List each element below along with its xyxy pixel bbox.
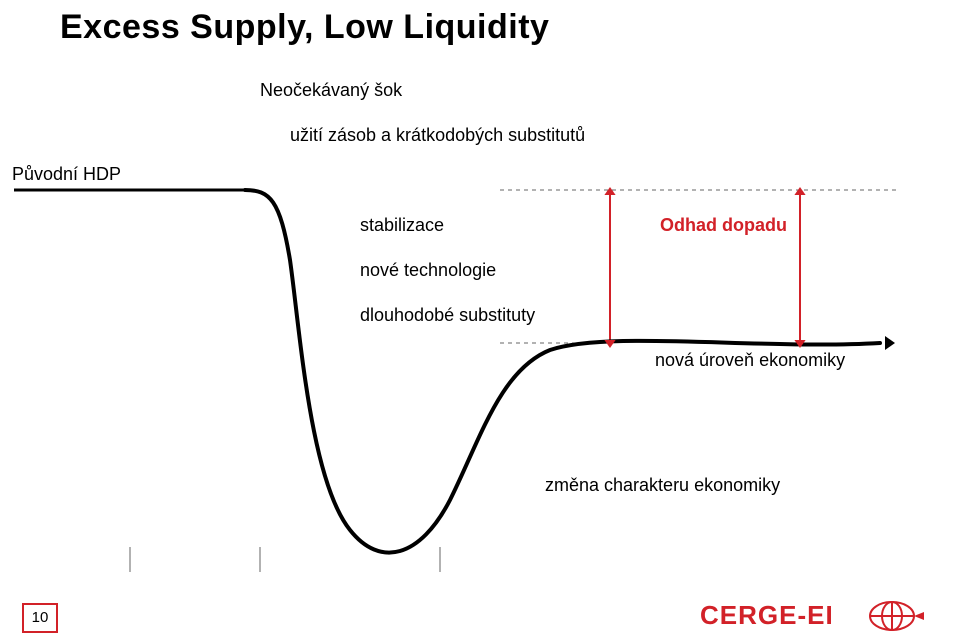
slide: Excess Supply, Low Liquidity Neočekávaný… [0, 0, 960, 644]
label-stabilization: stabilizace [360, 215, 444, 236]
label-change: změna charakteru ekonomiky [545, 475, 780, 496]
label-impact: Odhad dopadu [660, 215, 787, 236]
label-longsubs: dlouhodobé substituty [360, 305, 535, 326]
label-newtech: nové technologie [360, 260, 496, 281]
label-shock: Neočekávaný šok [260, 80, 402, 101]
label-original-gdp: Původní HDP [12, 164, 121, 185]
label-newlevel: nová úroveň ekonomiky [655, 350, 845, 371]
slide-title: Excess Supply, Low Liquidity [60, 8, 549, 47]
page-number: 10 [22, 603, 58, 633]
label-stock: užití zásob a krátkodobých substitutů [290, 125, 585, 146]
logo-text: CERGE-EI [700, 600, 834, 630]
cerge-ei-logo: CERGE-EI [700, 596, 930, 643]
